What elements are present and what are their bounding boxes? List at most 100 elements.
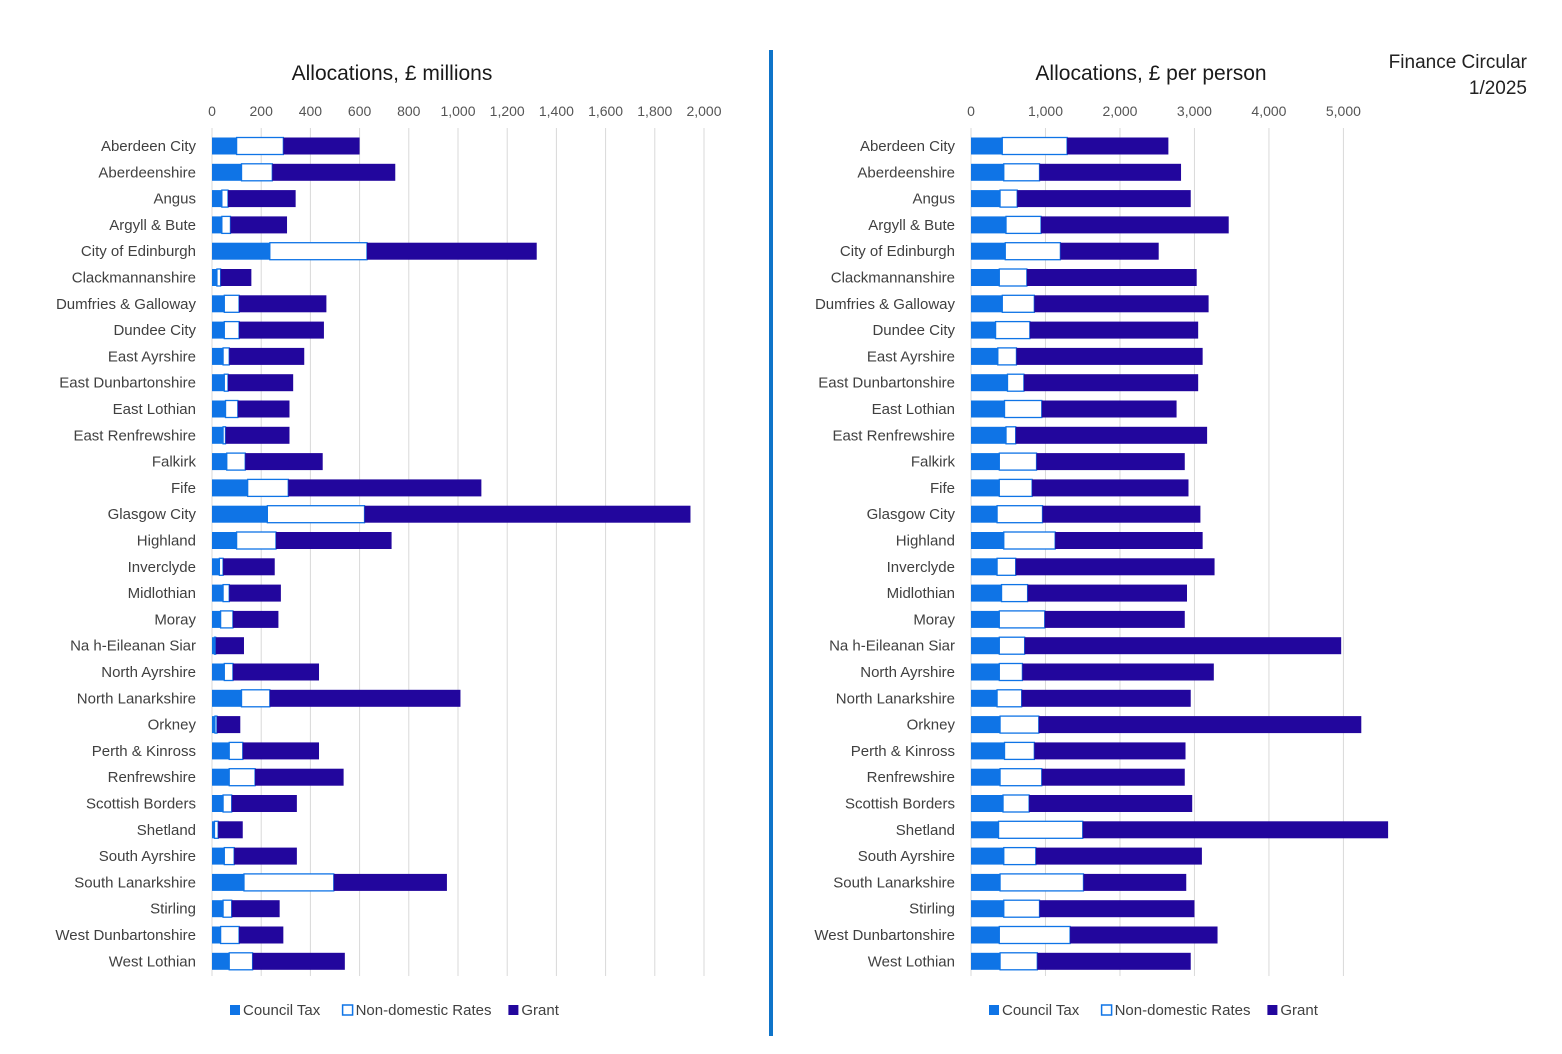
bar-council-tax-falkirk xyxy=(212,453,227,471)
category-label: Falkirk xyxy=(152,454,197,471)
bar-grant-renfrewshire xyxy=(255,768,344,786)
bar-non-domestic-rates-clackmannanshire xyxy=(998,268,1028,287)
category-label: West Dunbartonshire xyxy=(55,927,196,944)
category-label: East Lothian xyxy=(872,401,955,418)
bar-grant-aberdeenshire xyxy=(1039,163,1182,181)
bar-non-domestic-rates-city-of-edinburgh xyxy=(1004,242,1062,261)
category-label: Highland xyxy=(137,533,196,550)
bar-council-tax-west-dunbartonshire xyxy=(971,926,1000,944)
bar-non-domestic-rates-aberdeen-city xyxy=(1001,136,1068,156)
bar-council-tax-east-ayrshire xyxy=(212,347,224,365)
category-label: Aberdeenshire xyxy=(98,164,196,181)
bar-non-domestic-rates-east-ayrshire xyxy=(222,347,230,366)
category-label: North Ayrshire xyxy=(860,664,955,681)
bar-grant-dundee-city xyxy=(1029,321,1199,339)
bar-council-tax-stirling xyxy=(212,900,224,918)
category-label: Falkirk xyxy=(911,454,956,471)
bar-grant-stirling xyxy=(1039,900,1195,918)
category-label: Renfrewshire xyxy=(867,769,955,786)
category-label: Argyll & Bute xyxy=(109,217,196,234)
bar-non-domestic-rates-angus xyxy=(999,189,1018,208)
category-labels: Aberdeen City Aberdeenshire Angus Argyll & … xyxy=(55,138,196,970)
bar-grant-east-renfrewshire xyxy=(1015,426,1208,444)
bar-grant-south-ayrshire xyxy=(234,847,297,865)
bar-non-domestic-rates-falkirk xyxy=(226,452,246,471)
bar-non-domestic-rates-east-dunbartonshire xyxy=(223,373,229,392)
bar-council-tax-east-ayrshire xyxy=(971,347,998,365)
category-label: Inverclyde xyxy=(887,559,955,576)
bar-grant-north-lanarkshire xyxy=(269,689,461,707)
bar-council-tax-dundee-city xyxy=(971,321,996,339)
bar-council-tax-city-of-edinburgh xyxy=(971,242,1006,260)
bar-council-tax-south-lanarkshire xyxy=(971,873,1001,891)
bar-non-domestic-rates-east-ayrshire xyxy=(997,347,1018,366)
category-label: Midlothian xyxy=(128,585,196,602)
bar-grant-stirling xyxy=(231,900,280,918)
bar-council-tax-south-lanarkshire xyxy=(212,873,244,891)
bar-council-tax-south-ayrshire xyxy=(212,847,225,865)
bar-non-domestic-rates-aberdeenshire xyxy=(1003,163,1041,182)
category-label: Aberdeenshire xyxy=(857,164,955,181)
legend-swatch-council-tax xyxy=(989,1005,999,1015)
bar-grant-fife xyxy=(288,479,482,497)
bar-grant-clackmannanshire xyxy=(1026,269,1197,286)
x-tick-label: 1,800 xyxy=(637,103,672,119)
category-label: East Dunbartonshire xyxy=(818,375,955,392)
bar-grant-dumfries-and-galloway xyxy=(1034,295,1209,313)
bar-non-domestic-rates-na-h-eileanan-siar xyxy=(213,636,217,655)
bar-non-domestic-rates-glasgow-city xyxy=(996,505,1044,524)
category-label: Argyll & Bute xyxy=(868,217,955,234)
x-tick-label: 600 xyxy=(348,103,372,119)
bar-non-domestic-rates-orkney xyxy=(999,715,1040,734)
chart-title: Allocations, £ millions xyxy=(292,62,493,85)
legend-label-grant: Grant xyxy=(1280,1002,1318,1019)
category-label: Renfrewshire xyxy=(108,769,196,786)
bar-non-domestic-rates-falkirk xyxy=(998,452,1038,471)
bar-council-tax-aberdeen-city xyxy=(212,137,237,155)
bar-council-tax-north-lanarkshire xyxy=(212,689,242,707)
bar-grant-midlothian xyxy=(229,584,281,602)
category-label: Na h-Eileanan Siar xyxy=(70,638,196,655)
category-label: Moray xyxy=(154,611,196,628)
bar-grant-na-h-eileanan-siar xyxy=(1024,637,1342,655)
bar-grant-orkney xyxy=(216,716,241,734)
category-label: Stirling xyxy=(150,901,196,918)
category-label: East Ayrshire xyxy=(867,348,955,365)
category-label: Inverclyde xyxy=(128,559,196,576)
panel-divider xyxy=(769,50,773,1036)
x-axis-tick-labels: 0 200 400 600 800 1,000 1,200 1,400 1,600 1,800 2,… xyxy=(208,103,722,119)
bar-grant-east-ayrshire xyxy=(229,347,305,365)
bar-council-tax-east-renfrewshire xyxy=(212,426,224,444)
legend-label-council-tax: Council Tax xyxy=(1002,1002,1080,1019)
bar-grant-argyll-and-bute xyxy=(230,216,288,234)
bar-grant-east-dunbartonshire xyxy=(227,374,294,392)
bar-non-domestic-rates-city-of-edinburgh xyxy=(269,242,368,261)
bar-non-domestic-rates-inverclyde xyxy=(218,557,224,576)
bar-council-tax-north-ayrshire xyxy=(971,663,1000,681)
bar-council-tax-perth-and-kinross xyxy=(212,742,230,760)
bar-non-domestic-rates-south-ayrshire xyxy=(223,846,235,866)
category-label: Shetland xyxy=(137,822,196,839)
bar-council-tax-midlothian xyxy=(212,584,224,602)
bar-non-domestic-rates-west-dunbartonshire xyxy=(219,925,240,945)
category-label: Dumfries & Galloway xyxy=(815,296,956,313)
bar-non-domestic-rates-east-renfrewshire xyxy=(1005,426,1017,445)
bar-grant-glasgow-city xyxy=(1042,505,1201,523)
bar-grant-angus xyxy=(1017,190,1191,208)
category-label: East Renfrewshire xyxy=(73,427,196,444)
bar-non-domestic-rates-aberdeen-city xyxy=(235,136,284,156)
category-label: Aberdeen City xyxy=(860,138,956,155)
x-tick-label: 1,400 xyxy=(539,103,574,119)
bar-non-domestic-rates-dundee-city xyxy=(994,320,1031,340)
category-label: Fife xyxy=(930,480,955,497)
category-label: Perth & Kinross xyxy=(92,743,196,760)
x-tick-label: 2,000 xyxy=(686,103,721,119)
bar-non-domestic-rates-north-lanarkshire xyxy=(996,689,1023,708)
legend-label-grant: Grant xyxy=(521,1002,559,1019)
bar-non-domestic-rates-highland xyxy=(235,531,277,550)
bar-non-domestic-rates-glasgow-city xyxy=(266,505,366,524)
bar-council-tax-dundee-city xyxy=(212,321,225,339)
category-label: South Ayrshire xyxy=(99,848,196,865)
bar-council-tax-east-renfrewshire xyxy=(971,426,1007,444)
bar-non-domestic-rates-dumfries-and-galloway xyxy=(1001,294,1035,313)
